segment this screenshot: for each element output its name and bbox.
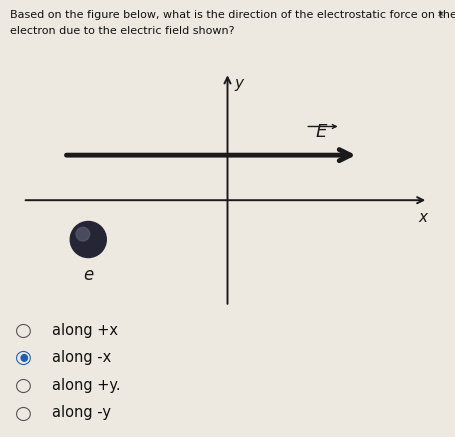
Text: along -y: along -y bbox=[52, 406, 111, 420]
Text: ○: ○ bbox=[15, 376, 32, 395]
Circle shape bbox=[70, 222, 106, 257]
Text: ○: ○ bbox=[15, 321, 32, 340]
Text: *: * bbox=[438, 10, 444, 23]
Text: y: y bbox=[234, 76, 243, 91]
Circle shape bbox=[76, 227, 90, 241]
Text: electron due to the electric field shown?: electron due to the electric field shown… bbox=[10, 26, 234, 36]
Text: ○: ○ bbox=[15, 348, 32, 368]
Text: ⬤: ⬤ bbox=[20, 354, 28, 362]
Text: e: e bbox=[83, 266, 93, 284]
Text: x: x bbox=[418, 210, 427, 225]
Text: along +y.: along +y. bbox=[52, 378, 121, 393]
Text: ○: ○ bbox=[15, 403, 32, 423]
Text: along +x: along +x bbox=[52, 323, 118, 338]
Text: $E$: $E$ bbox=[315, 123, 329, 141]
Text: Based on the figure below, what is the direction of the electrostatic force on t: Based on the figure below, what is the d… bbox=[10, 10, 455, 20]
Text: along -x: along -x bbox=[52, 350, 111, 365]
